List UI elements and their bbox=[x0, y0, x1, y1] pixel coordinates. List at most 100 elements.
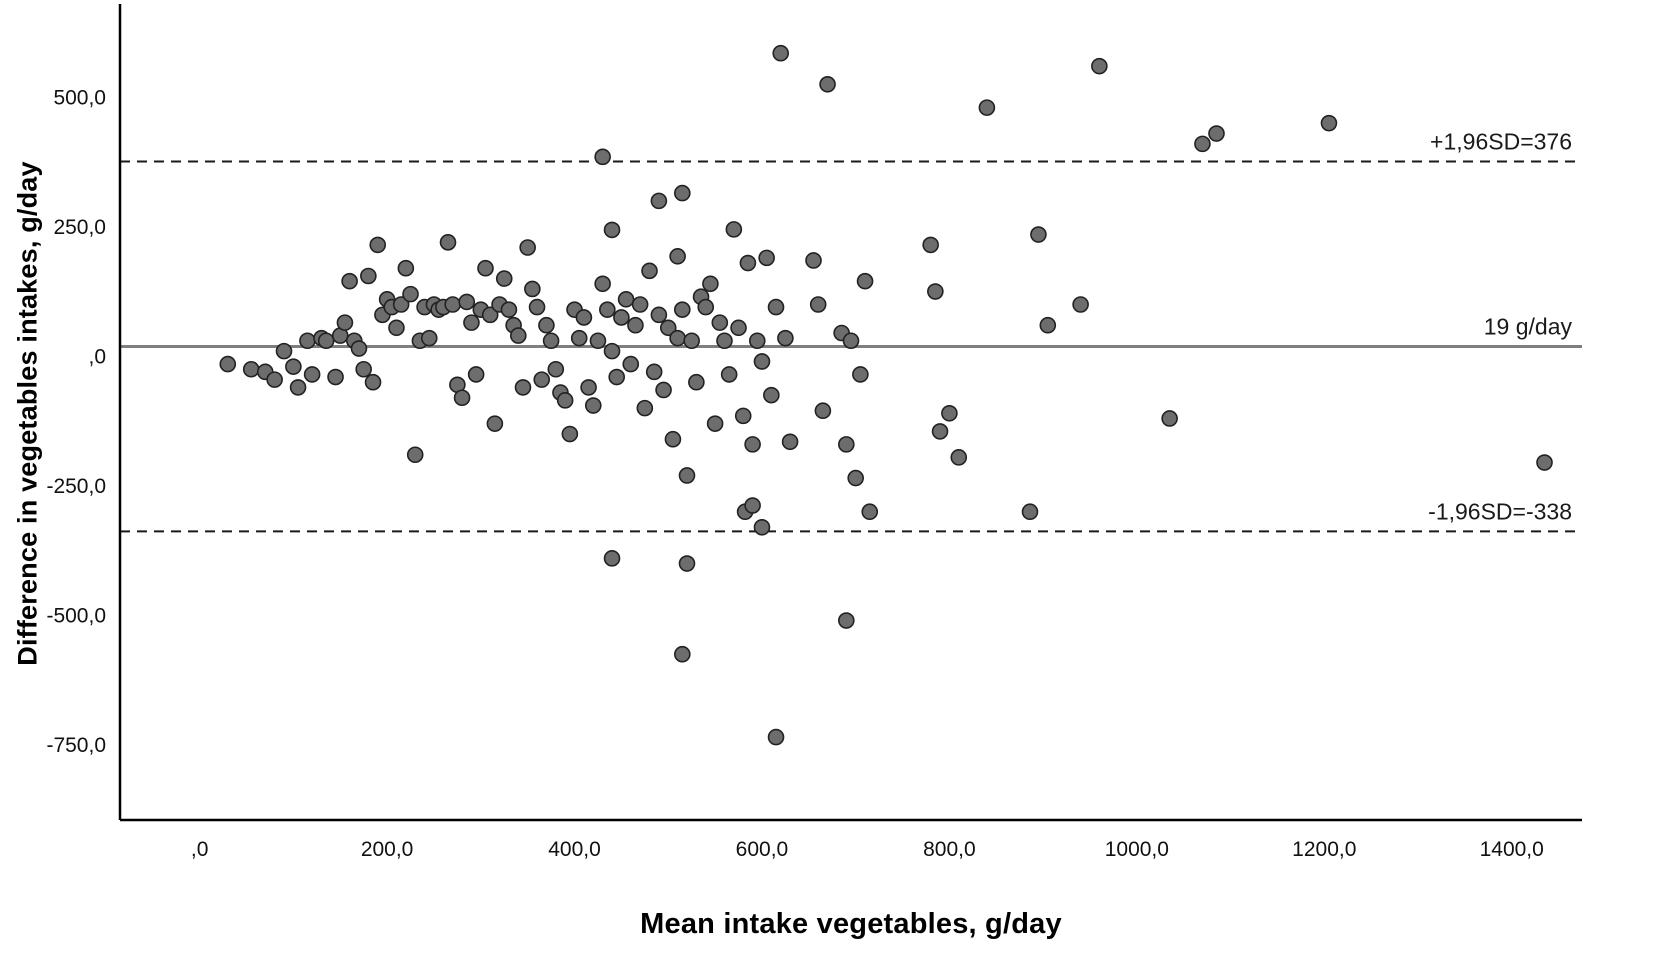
scatter-point bbox=[420, 329, 438, 347]
scatter-point bbox=[683, 332, 700, 350]
scatter-point bbox=[406, 446, 424, 464]
scatter-point bbox=[645, 363, 663, 381]
scatter-point bbox=[636, 399, 654, 417]
scatter-point bbox=[1320, 114, 1338, 132]
scatter-point bbox=[927, 283, 944, 300]
scatter-point bbox=[716, 332, 733, 350]
scatter-point bbox=[664, 430, 682, 448]
scatter-point bbox=[678, 467, 696, 484]
scatter-point bbox=[242, 360, 260, 378]
scatter-point bbox=[650, 192, 668, 210]
scatter-point bbox=[622, 355, 640, 373]
scatter-point bbox=[561, 425, 579, 443]
scatter-point bbox=[678, 555, 696, 572]
scatter-point bbox=[303, 366, 321, 383]
scatter-point bbox=[510, 327, 527, 344]
scatter-point bbox=[819, 76, 836, 93]
scatter-point bbox=[753, 518, 771, 536]
scatter-point bbox=[941, 404, 958, 422]
scatter-point bbox=[570, 329, 588, 347]
scatter-point bbox=[1039, 316, 1057, 334]
scatter-point bbox=[439, 234, 457, 251]
scatter-point bbox=[627, 316, 644, 334]
scatter-point bbox=[402, 285, 419, 303]
scatter-point bbox=[486, 415, 504, 432]
scatter-point bbox=[275, 342, 293, 360]
scatter-point bbox=[758, 249, 775, 267]
scatter-point bbox=[669, 248, 686, 265]
x-tick-label: 400,0 bbox=[548, 838, 601, 861]
scatter-point bbox=[467, 366, 485, 383]
scatter-point bbox=[444, 296, 461, 313]
scatter-point bbox=[453, 389, 471, 407]
x-tick-label: 1000,0 bbox=[1105, 838, 1169, 861]
scatter-point bbox=[950, 449, 968, 466]
scatter-point bbox=[781, 433, 799, 451]
x-tick-label: 1200,0 bbox=[1292, 838, 1356, 861]
scatter-point bbox=[1072, 296, 1089, 313]
y-tick-label: 500,0 bbox=[53, 86, 106, 109]
scatter-point bbox=[688, 373, 705, 391]
scatter-point bbox=[734, 407, 752, 425]
scatter-point bbox=[341, 272, 358, 290]
y-axis-title: Difference in vegetables intakes, g/day bbox=[12, 161, 43, 666]
x-tick-label: 800,0 bbox=[923, 838, 976, 861]
scatter-point bbox=[669, 329, 686, 347]
scatter-point bbox=[514, 379, 532, 396]
scatter-point bbox=[603, 221, 621, 239]
scatter-point bbox=[659, 319, 677, 337]
scatter-point bbox=[753, 353, 771, 370]
scatter-point bbox=[767, 728, 785, 746]
scatter-point bbox=[809, 296, 827, 313]
y-tick-label: -250,0 bbox=[46, 475, 106, 498]
scatter-point bbox=[481, 306, 499, 324]
scatter-point bbox=[674, 184, 691, 202]
scatter-point bbox=[584, 397, 602, 414]
scatter-point bbox=[838, 612, 855, 629]
scatter-point bbox=[538, 316, 555, 334]
y-tick-label: -500,0 bbox=[46, 604, 106, 627]
scatter-point bbox=[706, 415, 724, 432]
scatter-point bbox=[674, 301, 691, 318]
scatter-point bbox=[650, 306, 668, 324]
scatter-point bbox=[847, 469, 864, 487]
scatter-point bbox=[744, 497, 761, 514]
scatter-point bbox=[861, 503, 879, 521]
scatter-point bbox=[327, 368, 344, 386]
scatter-point bbox=[495, 270, 513, 287]
scatter-point bbox=[355, 360, 372, 378]
scatter-point bbox=[299, 332, 316, 350]
scatter-point bbox=[364, 373, 382, 391]
scatter-point bbox=[814, 402, 832, 420]
scatter-point bbox=[767, 298, 785, 316]
scatter-point bbox=[748, 332, 766, 350]
scatter-point bbox=[594, 275, 611, 293]
scatter-point bbox=[739, 254, 757, 272]
scatter-point bbox=[350, 340, 368, 357]
scatter-point bbox=[603, 342, 621, 360]
scatter-point bbox=[1536, 454, 1553, 471]
scatter-point bbox=[477, 259, 494, 277]
scatter-point bbox=[463, 314, 480, 331]
scatter-point bbox=[744, 436, 761, 453]
scatter-point bbox=[500, 301, 518, 318]
scatter-point bbox=[556, 392, 574, 409]
scatter-point bbox=[856, 272, 874, 290]
x-tick-label: 600,0 bbox=[736, 838, 789, 861]
scatter-point bbox=[763, 386, 780, 404]
scatter-point bbox=[852, 366, 869, 383]
scatter-point bbox=[575, 309, 593, 326]
scatter-point bbox=[772, 44, 790, 62]
scatter-point bbox=[777, 329, 794, 347]
scatter-point bbox=[369, 236, 387, 254]
scatter-point bbox=[1161, 410, 1178, 427]
scatter-point bbox=[655, 381, 672, 399]
scatter-point bbox=[317, 332, 335, 350]
scatter-point bbox=[608, 368, 626, 386]
scatter-point bbox=[528, 298, 546, 316]
scatter-point bbox=[805, 252, 822, 269]
scatter-point bbox=[1194, 135, 1211, 153]
scatter-point bbox=[360, 267, 377, 285]
